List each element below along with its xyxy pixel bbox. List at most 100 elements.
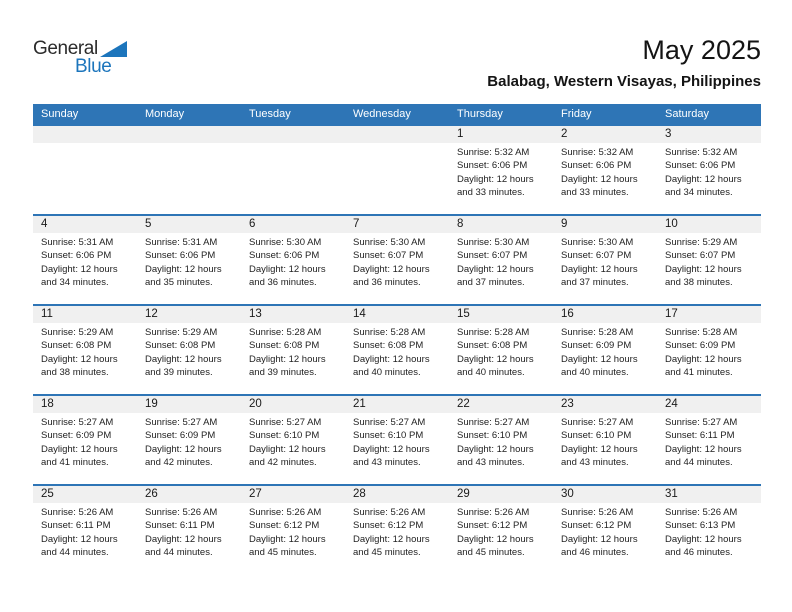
detail-line: Daylight: 12 hours [41, 443, 118, 455]
detail-line: Daylight: 12 hours [145, 263, 222, 275]
detail-line: and 40 minutes. [353, 367, 421, 379]
detail-line: Sunset: 6:12 PM [457, 520, 528, 532]
week-2-details: Sunrise: 5:31 AM Sunset: 6:06 PM Daylight:… [33, 233, 761, 304]
detail-line: Daylight: 12 hours [457, 263, 534, 275]
detail-line: Sunrise: 5:28 AM [561, 327, 634, 338]
detail-line: Daylight: 12 hours [561, 353, 638, 365]
detail-line: Sunset: 6:06 PM [665, 160, 736, 172]
detail-line: Sunset: 6:09 PM [665, 340, 736, 352]
detail-line: Sunrise: 5:32 AM [665, 147, 738, 158]
detail-line: Daylight: 12 hours [353, 353, 430, 365]
day-number-22: 22 [457, 398, 470, 410]
day-number-30: 30 [561, 488, 574, 500]
day-cell-7-details: Sunrise: 5:30 AM Sunset: 6:07 PM Daylight:… [345, 233, 449, 304]
detail-line: Daylight: 12 hours [457, 353, 534, 365]
week-5-band: 25 26 27 28 29 30 31 [33, 484, 761, 503]
detail-line: Sunset: 6:07 PM [561, 250, 632, 262]
day-cell-6-details: Sunrise: 5:30 AM Sunset: 6:06 PM Daylight:… [241, 233, 345, 304]
detail-line: Daylight: 12 hours [665, 533, 742, 545]
day-cell-31-details: Sunrise: 5:26 AM Sunset: 6:13 PM Daylight:… [657, 503, 761, 574]
detail-line: and 35 minutes. [145, 277, 213, 289]
week-2-band: 4 5 6 7 8 9 10 [33, 214, 761, 233]
day-header-tuesday: Tuesday [249, 108, 291, 120]
day-cell-30-details: Sunrise: 5:26 AM Sunset: 6:12 PM Daylight:… [553, 503, 657, 574]
day-cell-11-details: Sunrise: 5:29 AM Sunset: 6:08 PM Daylight:… [33, 323, 137, 394]
day-number-6: 6 [249, 218, 256, 230]
detail-line: and 40 minutes. [457, 367, 525, 379]
day-cell-26-details: Sunrise: 5:26 AM Sunset: 6:11 PM Daylight:… [137, 503, 241, 574]
day-header-thursday: Thursday [457, 108, 503, 120]
detail-line: Sunset: 6:08 PM [145, 340, 216, 352]
day-cell-13-details: Sunrise: 5:28 AM Sunset: 6:08 PM Daylight:… [241, 323, 345, 394]
month-title: May 2025 [642, 35, 761, 65]
detail-line: Daylight: 12 hours [249, 353, 326, 365]
detail-line: Daylight: 12 hours [665, 353, 742, 365]
detail-line: and 43 minutes. [561, 457, 629, 469]
detail-line: Sunrise: 5:30 AM [561, 237, 634, 248]
detail-line: Daylight: 12 hours [665, 173, 742, 185]
detail-line: Sunrise: 5:26 AM [457, 507, 530, 518]
day-header-wednesday: Wednesday [353, 108, 411, 120]
detail-line: Daylight: 12 hours [41, 263, 118, 275]
empty-day-details [33, 143, 137, 214]
day-cell-9-details: Sunrise: 5:30 AM Sunset: 6:07 PM Daylight:… [553, 233, 657, 304]
day-header-sunday: Sunday [41, 108, 79, 120]
day-number-5: 5 [145, 218, 152, 230]
week-4-details: Sunrise: 5:27 AM Sunset: 6:09 PM Daylight:… [33, 413, 761, 484]
calendar-table: Sunday Monday Tuesday Wednesday Thursday Frid… [33, 104, 761, 574]
detail-line: and 44 minutes. [41, 547, 109, 559]
detail-line: Sunset: 6:06 PM [145, 250, 216, 262]
detail-line: Daylight: 12 hours [665, 263, 742, 275]
day-cell-27-details: Sunrise: 5:26 AM Sunset: 6:12 PM Daylight:… [241, 503, 345, 574]
logo-row: General [33, 39, 127, 58]
logo-text-general: General [33, 38, 98, 59]
weeks-container: 1 2 3 Sunrise: 5:32 AM Sunset: 6:06 PM Daylig… [33, 124, 761, 574]
detail-line: Sunset: 6:08 PM [41, 340, 112, 352]
detail-line: Sunrise: 5:28 AM [249, 327, 322, 338]
detail-line: and 41 minutes. [41, 457, 109, 469]
detail-line: and 46 minutes. [561, 547, 629, 559]
day-cell-24-details: Sunrise: 5:27 AM Sunset: 6:11 PM Daylight:… [657, 413, 761, 484]
detail-line: and 34 minutes. [41, 277, 109, 289]
week-1-band: 1 2 3 [33, 124, 761, 143]
detail-line: Daylight: 12 hours [145, 443, 222, 455]
detail-line: and 44 minutes. [145, 547, 213, 559]
detail-line: Sunset: 6:06 PM [249, 250, 320, 262]
detail-line: Daylight: 12 hours [145, 533, 222, 545]
day-cell-20-details: Sunrise: 5:27 AM Sunset: 6:10 PM Daylight:… [241, 413, 345, 484]
detail-line: Sunset: 6:13 PM [665, 520, 736, 532]
day-number-21: 21 [353, 398, 366, 410]
detail-line: Sunset: 6:11 PM [41, 520, 111, 532]
day-number-19: 19 [145, 398, 158, 410]
detail-line: Daylight: 12 hours [561, 443, 638, 455]
day-number-24: 24 [665, 398, 678, 410]
detail-line: Daylight: 12 hours [353, 443, 430, 455]
detail-line: Sunset: 6:09 PM [41, 430, 112, 442]
day-number-26: 26 [145, 488, 158, 500]
day-cell-15-details: Sunrise: 5:28 AM Sunset: 6:08 PM Daylight:… [449, 323, 553, 394]
day-number-14: 14 [353, 308, 366, 320]
detail-line: and 45 minutes. [457, 547, 525, 559]
detail-line: Sunset: 6:06 PM [41, 250, 112, 262]
detail-line: Daylight: 12 hours [457, 533, 534, 545]
detail-line: Sunset: 6:10 PM [457, 430, 528, 442]
detail-line: and 37 minutes. [457, 277, 525, 289]
day-cell-12-details: Sunrise: 5:29 AM Sunset: 6:08 PM Daylight:… [137, 323, 241, 394]
detail-line: and 40 minutes. [561, 367, 629, 379]
day-cell-4-details: Sunrise: 5:31 AM Sunset: 6:06 PM Daylight:… [33, 233, 137, 304]
day-number-10: 10 [665, 218, 678, 230]
detail-line: and 33 minutes. [457, 187, 525, 199]
detail-line: Daylight: 12 hours [41, 533, 118, 545]
detail-line: Sunrise: 5:26 AM [353, 507, 426, 518]
detail-line: Sunrise: 5:27 AM [457, 417, 530, 428]
detail-line: Daylight: 12 hours [249, 263, 326, 275]
week-1-details: Sunrise: 5:32 AM Sunset: 6:06 PM Daylight:… [33, 143, 761, 214]
detail-line: Sunrise: 5:28 AM [457, 327, 530, 338]
detail-line: and 43 minutes. [353, 457, 421, 469]
detail-line: Sunrise: 5:28 AM [665, 327, 738, 338]
day-number-29: 29 [457, 488, 470, 500]
empty-day-cell [137, 126, 241, 143]
day-cell-22-details: Sunrise: 5:27 AM Sunset: 6:10 PM Daylight:… [449, 413, 553, 484]
detail-line: Sunrise: 5:26 AM [561, 507, 634, 518]
